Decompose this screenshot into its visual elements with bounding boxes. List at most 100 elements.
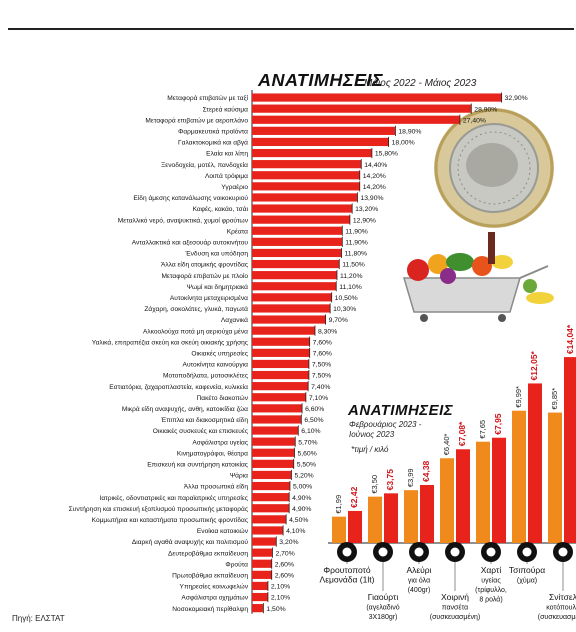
inset-bar <box>456 449 470 543</box>
main-value-label: 13,90% <box>360 195 383 202</box>
main-category-label: Ψωμί και δημητριακά <box>187 283 248 291</box>
main-category-label: Ασφάλιστρα υγείας <box>192 438 248 446</box>
main-bar <box>252 437 296 446</box>
main-value-label: 5,70% <box>298 439 317 446</box>
main-bar <box>252 559 272 568</box>
bottle-icon <box>337 542 357 562</box>
flour-icon <box>409 542 429 562</box>
main-bar <box>252 171 360 180</box>
main-bar <box>252 481 290 491</box>
inset-bar <box>564 357 576 543</box>
inset-value-label: €14,04* <box>565 324 575 354</box>
main-category-label: Καφές, κακάο, τσάι <box>193 205 249 213</box>
main-category-label: Αυτοκίνητα μεταχειρισμένα <box>170 294 248 302</box>
main-category-label: Νοσοκομειακή περίθαλψη <box>172 605 248 613</box>
main-bar <box>252 348 310 357</box>
main-bar <box>252 415 302 424</box>
main-bar <box>252 315 326 324</box>
inset-product-label: Γιαούρτι <box>368 592 399 602</box>
inset-bar <box>384 493 398 543</box>
main-value-label: 5,20% <box>294 473 313 480</box>
main-bar <box>252 592 268 602</box>
main-category-label: Υπηρεσίες κοινωφελών <box>180 583 249 591</box>
main-value-label: 32,90% <box>505 95 528 102</box>
main-bar <box>252 148 372 158</box>
main-category-label: Φαρμακευτικά προϊόντα <box>178 127 248 135</box>
inset-product-label: υγείας <box>481 577 501 585</box>
main-value-label: 7,50% <box>312 373 331 380</box>
inset-value-label: €9,85* <box>550 388 559 410</box>
main-bar <box>252 282 337 291</box>
inset-bar <box>440 458 454 543</box>
main-category-label: Ξενοδοχεία, μοτέλ, πανδοχεία <box>161 161 248 169</box>
inset-product-label: (συσκευασμένο) <box>538 613 576 621</box>
fish-icon <box>517 542 537 562</box>
inset-bar <box>348 510 362 543</box>
inset-chart-subtitle: Φεβρουάριος 2023 - Ιούνιος 2023 <box>349 420 422 439</box>
main-value-label: 18,00% <box>392 140 415 147</box>
main-bar <box>252 426 299 435</box>
main-category-label: Δευτεροβάθμια εκπαίδευση <box>168 549 248 557</box>
inset-bar <box>548 412 562 543</box>
inset-product-label: (αγελαδινό <box>366 604 399 612</box>
main-bar <box>252 470 292 480</box>
inset-product-label: 3X180gr) <box>369 614 398 621</box>
main-bar <box>252 459 294 468</box>
main-category-label: Αυτοκίνητα καινούργια <box>183 361 249 369</box>
main-bar <box>252 160 362 169</box>
main-category-label: Πρωτοβάθμια εκπαίδευση <box>172 571 248 579</box>
main-category-label: Οικιακές υπηρεσίες <box>191 349 248 357</box>
main-value-label: 11,20% <box>340 273 363 280</box>
main-value-label: 15,80% <box>375 151 398 158</box>
main-bar <box>252 326 315 335</box>
main-bar <box>252 570 272 579</box>
main-category-label: Ενοίκια κατοικιών <box>197 527 249 535</box>
main-chart-subtitle: Μάιος 2022 - Μάιος 2023 <box>364 78 477 89</box>
main-value-label: 28,90% <box>474 106 497 113</box>
main-value-label: 3,20% <box>279 539 298 546</box>
main-value-label: 7,60% <box>313 350 332 357</box>
main-value-label: 8,30% <box>318 328 337 335</box>
top-rule <box>8 28 574 30</box>
inset-product-label: Χαρτί <box>481 565 502 575</box>
main-bar <box>252 515 287 524</box>
main-value-label: 5,60% <box>297 450 316 457</box>
main-bar <box>252 237 343 246</box>
main-value-label: 4,10% <box>286 528 305 535</box>
main-category-label: Μεταφορά επιβατών με πλοίο <box>161 272 248 280</box>
source-note: Πηγή: ΕΛΣΤΑΤ <box>12 614 65 623</box>
inset-product-label: κοτόπουλο <box>546 604 576 612</box>
main-bar <box>252 215 350 224</box>
main-value-label: 11,80% <box>345 251 368 258</box>
inset-value-label: €7,95 <box>493 413 503 435</box>
inset-bar <box>476 441 490 543</box>
inset-product-label: πανσέτα <box>442 604 468 612</box>
main-category-label: Ψάρια <box>230 472 248 480</box>
inset-bar <box>512 410 526 543</box>
main-bar <box>252 137 389 147</box>
main-category-label: Είδη άμεσης κατανάλωσης νοικοκυριού <box>133 194 248 202</box>
main-value-label: 13,20% <box>355 206 378 213</box>
main-value-label: 7,40% <box>311 384 330 391</box>
toilet-paper-icon <box>481 542 501 562</box>
main-value-label: 9,70% <box>329 317 348 324</box>
main-value-label: 4,90% <box>292 506 311 513</box>
main-value-label: 27,40% <box>463 117 486 124</box>
main-value-label: 11,90% <box>345 228 368 235</box>
main-bar <box>252 248 342 258</box>
inset-value-label: €1,99 <box>334 495 343 514</box>
main-category-label: Συντήρηση και επισκευή εξοπλισμού προσωπ… <box>69 505 248 513</box>
main-value-label: 11,90% <box>345 239 368 246</box>
main-value-label: 18,90% <box>398 128 421 135</box>
main-bar <box>252 293 332 302</box>
main-bar <box>252 337 310 346</box>
main-bar <box>252 182 360 191</box>
main-category-label: Μεταλλικό νερό, αναψυκτικά, χυμοί φρούτω… <box>118 216 249 224</box>
main-category-label: Άλλα προσωπικά είδη <box>184 483 249 491</box>
main-value-label: 5,50% <box>297 461 316 468</box>
inset-value-label: €7,08* <box>457 421 467 446</box>
main-value-label: 12,90% <box>353 217 376 224</box>
pork-icon <box>445 542 465 562</box>
